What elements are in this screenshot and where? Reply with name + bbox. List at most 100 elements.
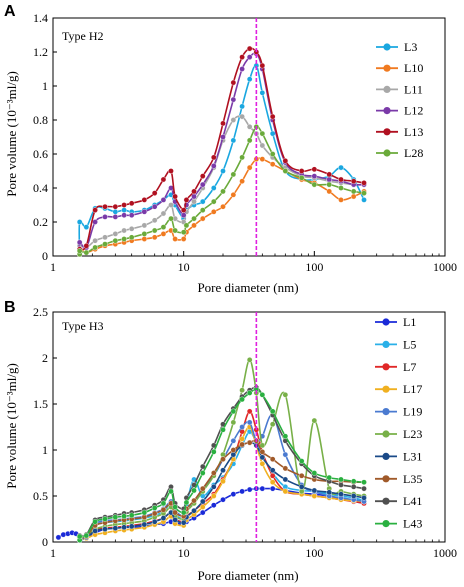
data-point-l13 (191, 188, 197, 195)
data-point-l3 (246, 76, 253, 82)
data-point-l17 (199, 504, 206, 510)
data-point-l13 (102, 203, 108, 210)
data-point-l13 (246, 45, 253, 52)
legend-label-l5: L5 (403, 337, 416, 351)
legend-label-l28: L28 (404, 146, 423, 160)
data-point-l3 (269, 130, 276, 137)
data-point-l43 (102, 516, 108, 522)
data-point-l13 (259, 62, 266, 69)
data-point-l28 (121, 236, 127, 242)
data-point-l28 (92, 244, 98, 251)
data-point-l43 (183, 499, 190, 506)
data-point-l12 (128, 212, 135, 218)
data-point-l23 (230, 419, 237, 426)
data-point-l10 (326, 188, 333, 195)
x-tick-label: 1 (50, 546, 56, 560)
data-point-l31 (338, 491, 344, 497)
data-point-l1 (246, 486, 253, 493)
data-point-l43 (230, 408, 237, 415)
data-point-l43 (92, 518, 98, 525)
legend-marker-l31 (382, 452, 390, 460)
data-point-l1 (199, 509, 206, 516)
data-point-l1 (55, 534, 62, 541)
x-tick-label: 1 (50, 260, 56, 274)
data-point-l13 (141, 197, 148, 203)
series-line-l13 (78, 47, 365, 255)
data-point-l11 (259, 142, 266, 149)
data-point-l13 (326, 171, 333, 178)
data-point-l43 (246, 390, 253, 396)
data-point-l43 (311, 470, 318, 476)
data-point-l43 (128, 512, 135, 519)
data-point-l28 (191, 215, 197, 222)
data-point-l13 (183, 197, 190, 203)
data-point-l31 (128, 523, 135, 530)
plot-frame (52, 311, 446, 543)
data-point-l35 (151, 510, 158, 517)
data-point-l11 (128, 225, 135, 232)
legend-marker-l28 (383, 149, 391, 157)
data-point-l43 (239, 396, 245, 403)
data-point-l1 (259, 485, 266, 492)
legend-marker-l35 (382, 475, 390, 483)
data-point-l3 (230, 137, 237, 144)
data-point-l35 (269, 456, 276, 463)
data-point-l3 (121, 207, 127, 213)
data-point-l3 (76, 219, 83, 225)
data-point-l43 (338, 476, 344, 483)
data-point-l35 (199, 485, 206, 492)
data-point-l28 (350, 188, 357, 195)
data-point-l11 (102, 234, 108, 241)
legend-marker-l1 (382, 318, 390, 326)
data-point-l13 (160, 176, 167, 183)
data-point-l13 (338, 176, 344, 183)
legend-marker-l23 (382, 430, 390, 438)
data-point-l12 (230, 96, 237, 103)
data-point-l13 (361, 180, 367, 186)
data-point-l31 (199, 498, 206, 505)
plot-layer: 0 0.5 1 1.5 2 2.5 1 10 100 1000 L1 L5 L7 L17 L19 L23 L31… (33, 305, 457, 560)
data-point-l10 (259, 156, 266, 162)
x-axis-label: Pore diameter (nm) (197, 568, 298, 583)
data-point-l35 (259, 449, 266, 455)
data-point-l11 (246, 124, 253, 130)
y-tick-label: 0.8 (33, 113, 48, 127)
y-tick-label: 0.4 (33, 181, 48, 195)
legend-label-l31: L31 (403, 449, 422, 463)
data-point-l1 (239, 488, 245, 495)
data-point-l43 (199, 470, 206, 476)
data-point-l43 (172, 504, 178, 510)
data-point-l35 (239, 441, 245, 448)
data-point-l13 (112, 203, 119, 210)
data-point-l3 (361, 197, 367, 203)
data-point-l28 (326, 181, 333, 188)
legend-marker-l11 (383, 85, 391, 93)
data-point-l11 (230, 117, 237, 123)
data-point-l3 (259, 90, 266, 96)
data-point-l10 (350, 193, 357, 200)
data-point-l35 (210, 470, 217, 476)
legend-marker-l13 (383, 128, 391, 136)
data-point-l28 (269, 151, 276, 157)
data-point-l19 (246, 419, 253, 426)
data-point-l23 (282, 391, 289, 398)
data-point-l12 (102, 214, 108, 220)
data-point-l13 (298, 168, 305, 174)
data-point-l43 (168, 488, 174, 495)
data-point-l3 (210, 185, 217, 191)
data-point-l17 (210, 493, 217, 499)
data-point-l12 (180, 212, 187, 218)
data-point-l12 (76, 239, 83, 246)
data-point-l12 (141, 208, 148, 215)
data-point-l31 (141, 521, 148, 528)
data-point-l41 (361, 485, 367, 492)
y-tick-label: 0 (42, 535, 48, 549)
data-point-l17 (282, 488, 289, 495)
legend-label-l1: L1 (403, 315, 416, 329)
legend-marker-l7 (382, 363, 390, 371)
data-point-l31 (151, 518, 158, 525)
data-point-l28 (168, 215, 174, 222)
data-point-l11 (121, 227, 127, 234)
data-point-l43 (112, 514, 119, 520)
